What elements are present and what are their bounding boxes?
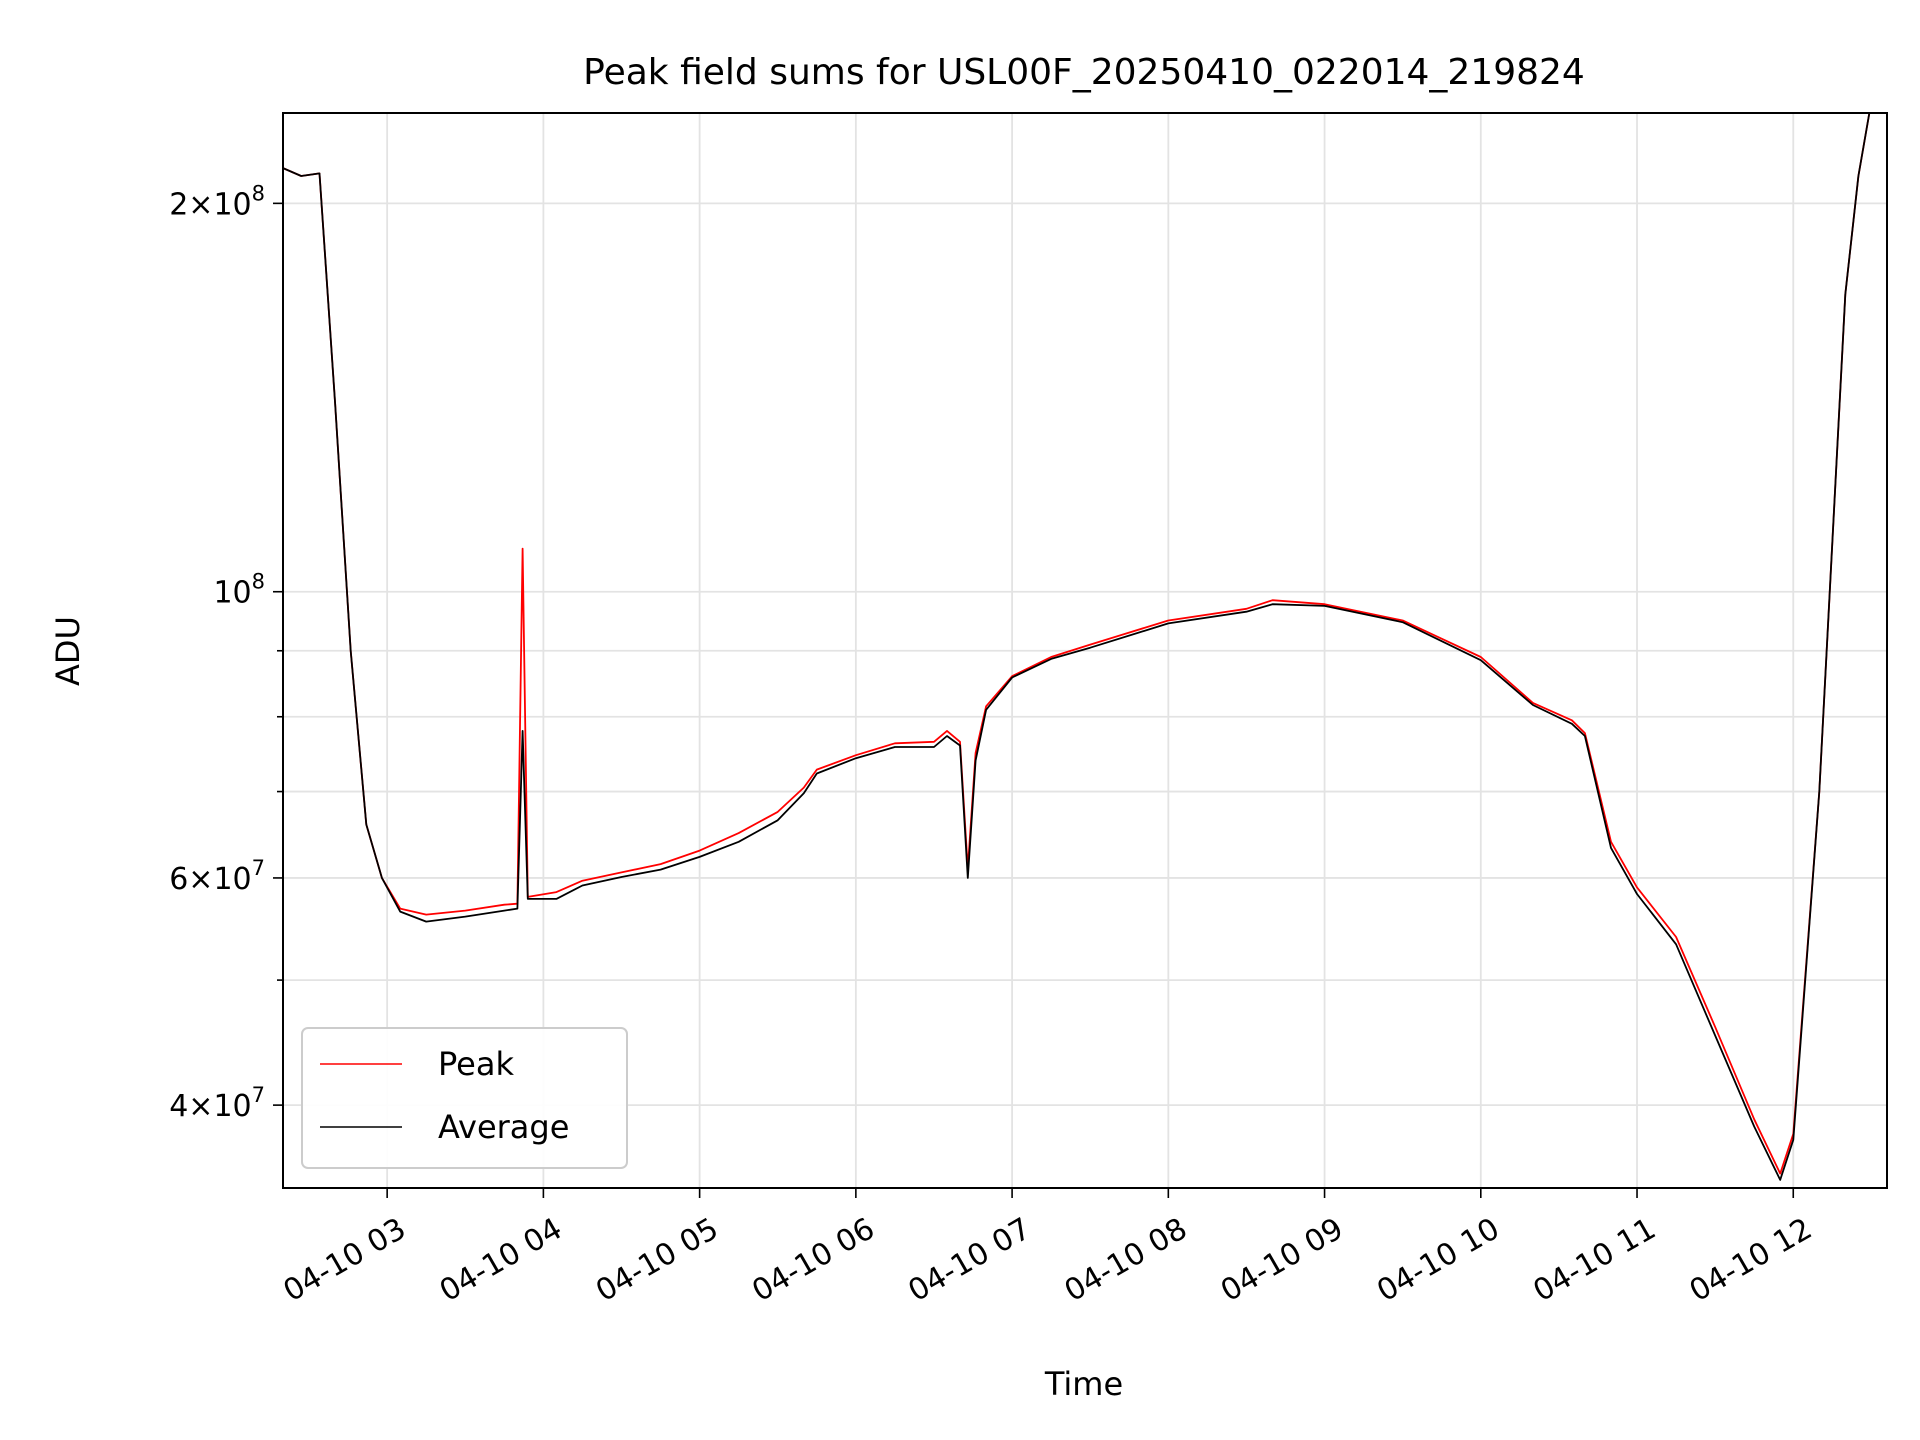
x-tick: 04-10 04: [434, 1188, 568, 1309]
y-tick-label: 6×107: [169, 856, 265, 897]
y-tick: 2×108: [169, 181, 283, 222]
series-group: [283, 113, 1871, 1181]
x-tick: 04-10 06: [746, 1188, 881, 1309]
x-tick: 04-10 07: [903, 1188, 1037, 1309]
y-tick-label: 2×108: [169, 181, 265, 222]
x-tick: 04-10 12: [1684, 1188, 1818, 1309]
y-axis-label: ADU: [49, 616, 87, 686]
legend: Peak Average: [301, 1027, 628, 1169]
legend-frame: [301, 1027, 628, 1169]
x-tick: 04-10 10: [1371, 1188, 1506, 1309]
y-tick: 4×107: [169, 1083, 283, 1124]
x-tick-label: 04-10 03: [278, 1211, 412, 1309]
x-tick: 04-10 09: [1215, 1188, 1349, 1309]
y-axis: 4×107 6×107 108 2×108: [169, 181, 283, 1124]
x-tick-label: 04-10 06: [746, 1211, 880, 1309]
y-tick: 6×107: [169, 856, 283, 897]
y-tick: 108: [213, 570, 283, 611]
x-tick-label: 04-10 09: [1215, 1211, 1349, 1309]
legend-label-peak: Peak: [438, 1045, 514, 1083]
x-tick: 04-10 11: [1528, 1188, 1662, 1309]
y-tick-label: 108: [213, 570, 265, 611]
series-line-average: [283, 113, 1871, 1181]
x-tick: 04-10 03: [278, 1188, 412, 1309]
x-tick-label: 04-10 11: [1528, 1211, 1662, 1309]
y-tick-label: 4×107: [169, 1083, 265, 1124]
x-tick: 04-10 08: [1059, 1188, 1193, 1309]
x-tick-label: 04-10 07: [903, 1211, 1037, 1309]
series-line-peak: [283, 113, 1871, 1175]
x-axis: 04-10 03 04-10 04 04-10 05 04-10 06 04-10 07…: [278, 1188, 1818, 1309]
legend-label-average: Average: [438, 1108, 569, 1146]
x-tick-label: 04-10 12: [1684, 1211, 1818, 1309]
x-tick-label: 04-10 04: [434, 1211, 568, 1309]
x-axis-label: Time: [1044, 1365, 1123, 1403]
x-tick-label: 04-10 08: [1059, 1211, 1193, 1309]
x-tick-label: 04-10 10: [1371, 1211, 1505, 1309]
x-tick: 04-10 05: [590, 1188, 724, 1309]
chart-title: Peak field sums for USL00F_20250410_0220…: [583, 52, 1585, 93]
x-tick-label: 04-10 05: [590, 1211, 724, 1309]
